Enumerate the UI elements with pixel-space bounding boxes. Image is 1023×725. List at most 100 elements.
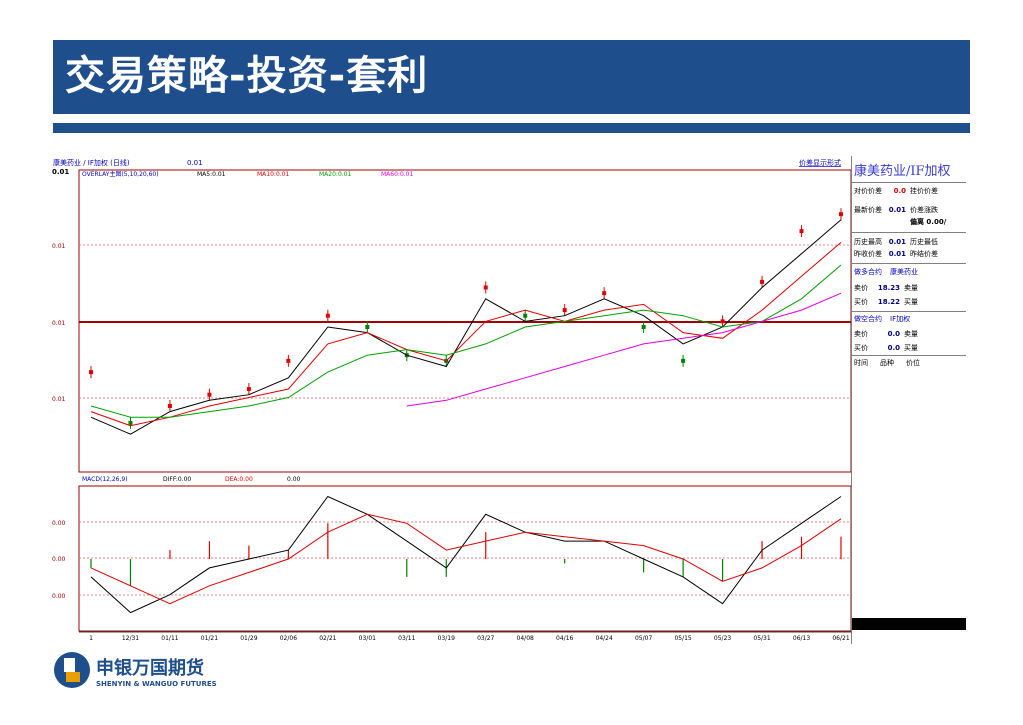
- date-label: 04/16: [556, 635, 573, 642]
- macd-value-label: 0.00: [287, 476, 301, 483]
- display-mode-link[interactable]: 价差显示形式: [799, 158, 841, 167]
- row-value: 0.0: [893, 187, 906, 195]
- price-point: [207, 392, 212, 397]
- macd-panel-frame: [78, 485, 851, 632]
- date-label: 01/29: [240, 635, 257, 642]
- col-time[interactable]: 时间: [854, 359, 868, 367]
- price-point: [286, 358, 291, 363]
- date-axis-labels: 1 12/31 01/11 01/21 01/29 02/06 02/21 03/01 03/1…: [89, 635, 850, 642]
- price-point: [325, 313, 330, 318]
- price-point: [641, 325, 646, 329]
- quote-row-prev-close: 昨收价差 0.01 昨结价差: [854, 249, 938, 260]
- ma60-label: MA60:0.01: [381, 171, 413, 178]
- long-leg-head: 做多合约 康美药业: [854, 267, 918, 278]
- date-label: 12/31: [122, 635, 139, 642]
- quote-row-counter-spread: 对价价差 0.0 挂价价差: [854, 186, 938, 197]
- ask-qty-label: 卖量: [904, 284, 918, 292]
- spread-quote-panel: 康美药业/IF加权 对价价差 0.0 挂价价差 最新价差 0.01 价差涨跌 偏离 0.…: [851, 156, 966, 644]
- date-label: 01/21: [201, 635, 218, 642]
- overlay-legend: OVERLAY主图(5,10,20,60) MA5:0.01 MA10:0.01…: [82, 170, 413, 178]
- price-point: [167, 403, 172, 408]
- logo-english-name: SHENYIN & WANGUO FUTURES: [96, 680, 217, 688]
- macd-label: MACD(12,26,9): [82, 476, 128, 483]
- title-banner: 交易策略-投资-套利: [53, 40, 970, 114]
- price-point: [720, 319, 725, 324]
- ma20-label: MA20:0.01: [319, 171, 351, 178]
- bid-qty-label: 买量: [904, 298, 918, 306]
- row-key-2: 偏离 0.00/: [910, 218, 947, 226]
- price-marks: [89, 208, 843, 429]
- price-point: [246, 387, 251, 392]
- quote-row-history-high: 历史最高 0.01 历史最低: [854, 237, 938, 248]
- axis-top-label: 0.01: [52, 168, 69, 176]
- spread-chart[interactable]: 康美药业 / IF加权 (日线) 0.01 价差显示形式 0.01 OVERLA…: [51, 156, 851, 644]
- short-leg-name[interactable]: IF加权: [890, 315, 911, 323]
- bid-price: 0.0: [887, 344, 900, 352]
- price-point: [128, 420, 133, 425]
- bid-price: 18.22: [877, 298, 900, 306]
- macd-marks: [90, 495, 842, 614]
- date-label: 05/31: [753, 635, 770, 642]
- quote-row-deviation: 偏离 0.00/: [854, 217, 946, 228]
- date-label: 05/23: [714, 635, 731, 642]
- date-label: 02/21: [319, 635, 336, 642]
- long-leg-bid-row: 买价 18.22 买量: [854, 297, 918, 308]
- date-label: 06/13: [793, 635, 810, 642]
- macd-axis-label-1: 0.00: [52, 520, 66, 527]
- long-leg-name[interactable]: 康美药业: [890, 268, 918, 276]
- row-key-2: 挂价价差: [910, 187, 938, 195]
- row-key-2: 历史最低: [910, 238, 938, 246]
- moving-average-lines: [90, 219, 842, 435]
- company-logo: 申银万国期货 SHENYIN & WANGUO FUTURES: [52, 650, 232, 694]
- date-label: 03/11: [398, 635, 415, 642]
- trading-chart-window: 康美药业 / IF加权 (日线) 0.01 价差显示形式 0.01 OVERLA…: [51, 156, 966, 644]
- panel-divider: [852, 311, 966, 312]
- row-value: 0.01: [888, 250, 906, 258]
- price-point: [799, 229, 804, 234]
- short-leg-bid-row: 买价 0.0 买量: [854, 343, 918, 354]
- date-label: 03/27: [477, 635, 494, 642]
- panel-divider: [852, 182, 966, 183]
- logo-chinese-name: 申银万国期货: [96, 658, 204, 679]
- date-label: 04/08: [517, 635, 534, 642]
- series-line-ma5: [90, 219, 842, 435]
- price-point: [89, 370, 93, 375]
- ask-label: 卖价: [854, 284, 868, 292]
- ask-price: 18.23: [877, 284, 900, 292]
- col-price[interactable]: 价位: [906, 359, 920, 367]
- long-leg-ask-row: 卖价 18.23 卖量: [854, 283, 918, 294]
- title-underline-bar: [53, 123, 970, 133]
- chart-caption-value: 0.01: [187, 159, 203, 167]
- series-line-ma10: [90, 242, 842, 427]
- panel-status-strip: [852, 618, 966, 630]
- macd-dea-line: [90, 513, 842, 605]
- macd-legend: MACD(12,26,9) DIFF:0.00 DEA:0.00 0.00: [82, 476, 301, 483]
- price-point: [760, 279, 765, 284]
- price-point: [602, 291, 607, 296]
- date-label: 06/21: [832, 635, 849, 642]
- price-point: [562, 308, 567, 313]
- date-label: 05/07: [635, 635, 652, 642]
- row-value: 0.01: [888, 206, 906, 214]
- ma10-label: MA10:0.01: [257, 171, 289, 178]
- date-label: 03/01: [359, 635, 376, 642]
- bid-label: 买价: [854, 298, 868, 306]
- row-key: 最新价差: [854, 206, 882, 214]
- ask-label: 卖价: [854, 330, 868, 338]
- price-point: [681, 358, 686, 363]
- row-key: 历史最高: [854, 238, 882, 246]
- ask-qty-label: 卖量: [904, 330, 918, 338]
- price-point: [839, 212, 843, 217]
- macd-axis-label-3: 0.00: [52, 593, 66, 600]
- macd-axis-label-2: 0.00: [52, 556, 66, 563]
- slide-title: 交易策略-投资-套利: [65, 53, 429, 99]
- ask-price: 0.0: [887, 330, 900, 338]
- col-symbol[interactable]: 品种: [880, 359, 894, 367]
- series-line-ma20: [90, 264, 842, 418]
- date-label: 04/24: [596, 635, 613, 642]
- panel-title: 康美药业/IF加权: [854, 164, 951, 179]
- price-axis-label-1: 0.01: [52, 243, 66, 250]
- chart-caption: 康美药业 / IF加权 (日线): [53, 158, 130, 167]
- bid-label: 买价: [854, 344, 868, 352]
- price-point: [523, 313, 528, 318]
